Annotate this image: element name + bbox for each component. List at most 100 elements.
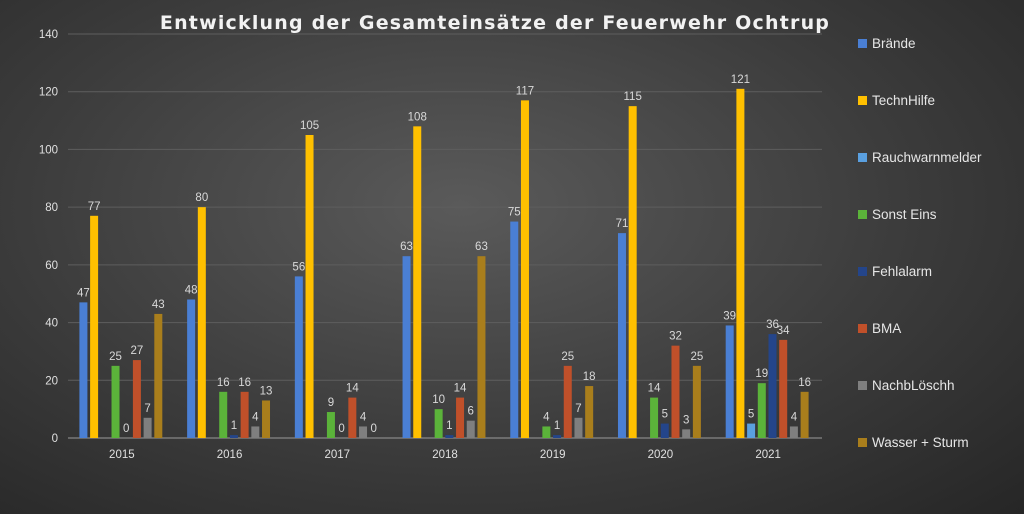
- bar: [348, 397, 357, 438]
- y-tick-label: 20: [45, 375, 58, 387]
- y-tick-label: 60: [45, 260, 58, 272]
- bar: [229, 435, 238, 438]
- data-label: 7: [144, 403, 150, 415]
- bar: [574, 417, 583, 438]
- data-label: 63: [475, 241, 488, 253]
- bar: [671, 345, 680, 438]
- data-label: 6: [468, 406, 474, 418]
- bar: [445, 435, 454, 438]
- legend-label: Wasser + Sturm: [872, 434, 969, 450]
- y-tick-label: 140: [39, 29, 58, 41]
- x-tick-label: 2019: [540, 449, 566, 461]
- bar: [747, 423, 756, 438]
- y-tick-label: 120: [39, 87, 58, 99]
- data-label: 36: [766, 319, 779, 331]
- data-label: 56: [292, 261, 305, 273]
- data-label: 1: [446, 420, 452, 432]
- bar: [542, 426, 551, 438]
- bar: [132, 360, 141, 438]
- data-label: 16: [217, 377, 230, 389]
- gridlines: [68, 33, 822, 439]
- legend-label: Brände: [872, 35, 916, 51]
- data-label: 25: [109, 351, 122, 363]
- bar: [219, 391, 228, 438]
- data-label: 4: [252, 411, 259, 423]
- data-label: 115: [624, 91, 642, 103]
- legend-swatch: [858, 323, 867, 333]
- data-label: 121: [731, 74, 750, 86]
- bar: [510, 221, 519, 438]
- data-label: 10: [432, 394, 445, 406]
- bar: [789, 426, 798, 438]
- data-label: 4: [360, 411, 367, 423]
- legend-item: Brände: [858, 34, 916, 52]
- data-label: 5: [748, 409, 754, 421]
- legend-label: Rauchwarnmelder: [872, 149, 982, 165]
- bar: [262, 400, 271, 438]
- bar: [725, 325, 734, 438]
- data-label: 47: [77, 287, 90, 299]
- data-label: 4: [543, 411, 550, 423]
- data-labels: 4777250277434880161164135610590144063108…: [77, 74, 811, 435]
- bar: [456, 397, 465, 438]
- legend-swatch: [858, 95, 867, 105]
- x-axis-ticks: 2015 2016 2017 2018 2019 2020 2021: [109, 449, 781, 461]
- legend-swatch: [858, 266, 867, 276]
- y-axis-ticks: 0 20 40 60 80 100 120 140: [39, 29, 58, 445]
- legend-label: Fehlalarm: [872, 263, 933, 279]
- bar: [111, 365, 120, 438]
- bar: [650, 397, 659, 438]
- bar: [413, 126, 422, 438]
- bar: [800, 391, 809, 438]
- legend-label: TechnHilfe: [872, 92, 936, 108]
- data-label: 19: [755, 368, 768, 380]
- y-tick-label: 40: [45, 318, 58, 330]
- bar: [768, 334, 777, 438]
- legend-item: Wasser + Sturm: [858, 433, 969, 451]
- bar: [682, 429, 691, 438]
- bar: [779, 339, 788, 438]
- data-label: 80: [195, 192, 208, 204]
- legend-swatch: [858, 380, 867, 390]
- data-label: 39: [723, 310, 736, 322]
- data-label: 77: [88, 201, 101, 213]
- bar: [79, 302, 88, 438]
- data-label: 71: [616, 218, 629, 230]
- data-label: 3: [683, 414, 689, 426]
- data-label: 108: [408, 111, 427, 123]
- bar: [520, 100, 529, 438]
- data-label: 14: [454, 383, 467, 395]
- data-label: 16: [238, 377, 251, 389]
- data-label: 9: [328, 397, 334, 409]
- bar: [477, 256, 486, 438]
- data-label: 25: [690, 351, 703, 363]
- x-tick-label: 2017: [324, 449, 350, 461]
- data-label: 0: [123, 423, 129, 435]
- data-label: 32: [669, 331, 682, 343]
- data-label: 25: [561, 351, 574, 363]
- bar: [757, 383, 766, 438]
- data-label: 34: [777, 325, 790, 337]
- bar: [692, 365, 701, 438]
- legend-label: BMA: [872, 320, 902, 336]
- bar: [326, 412, 335, 438]
- data-label: 18: [583, 371, 596, 383]
- data-label: 1: [231, 420, 237, 432]
- bar: [402, 256, 411, 438]
- legend-label: NachbLöschh: [872, 377, 955, 393]
- legend-swatch: [858, 152, 867, 162]
- x-tick-label: 2016: [217, 449, 243, 461]
- x-tick-label: 2020: [648, 449, 674, 461]
- bar: [585, 386, 594, 438]
- legend-item: TechnHilfe: [858, 91, 935, 109]
- bar: [466, 420, 475, 438]
- bar: [143, 417, 152, 438]
- bar: [187, 299, 196, 438]
- legend-item: BMA: [858, 319, 901, 337]
- data-label: 4: [791, 411, 798, 423]
- data-label: 14: [346, 383, 359, 395]
- legend-item: NachbLöschh: [858, 376, 955, 394]
- data-label: 7: [575, 403, 581, 415]
- data-label: 5: [662, 409, 668, 421]
